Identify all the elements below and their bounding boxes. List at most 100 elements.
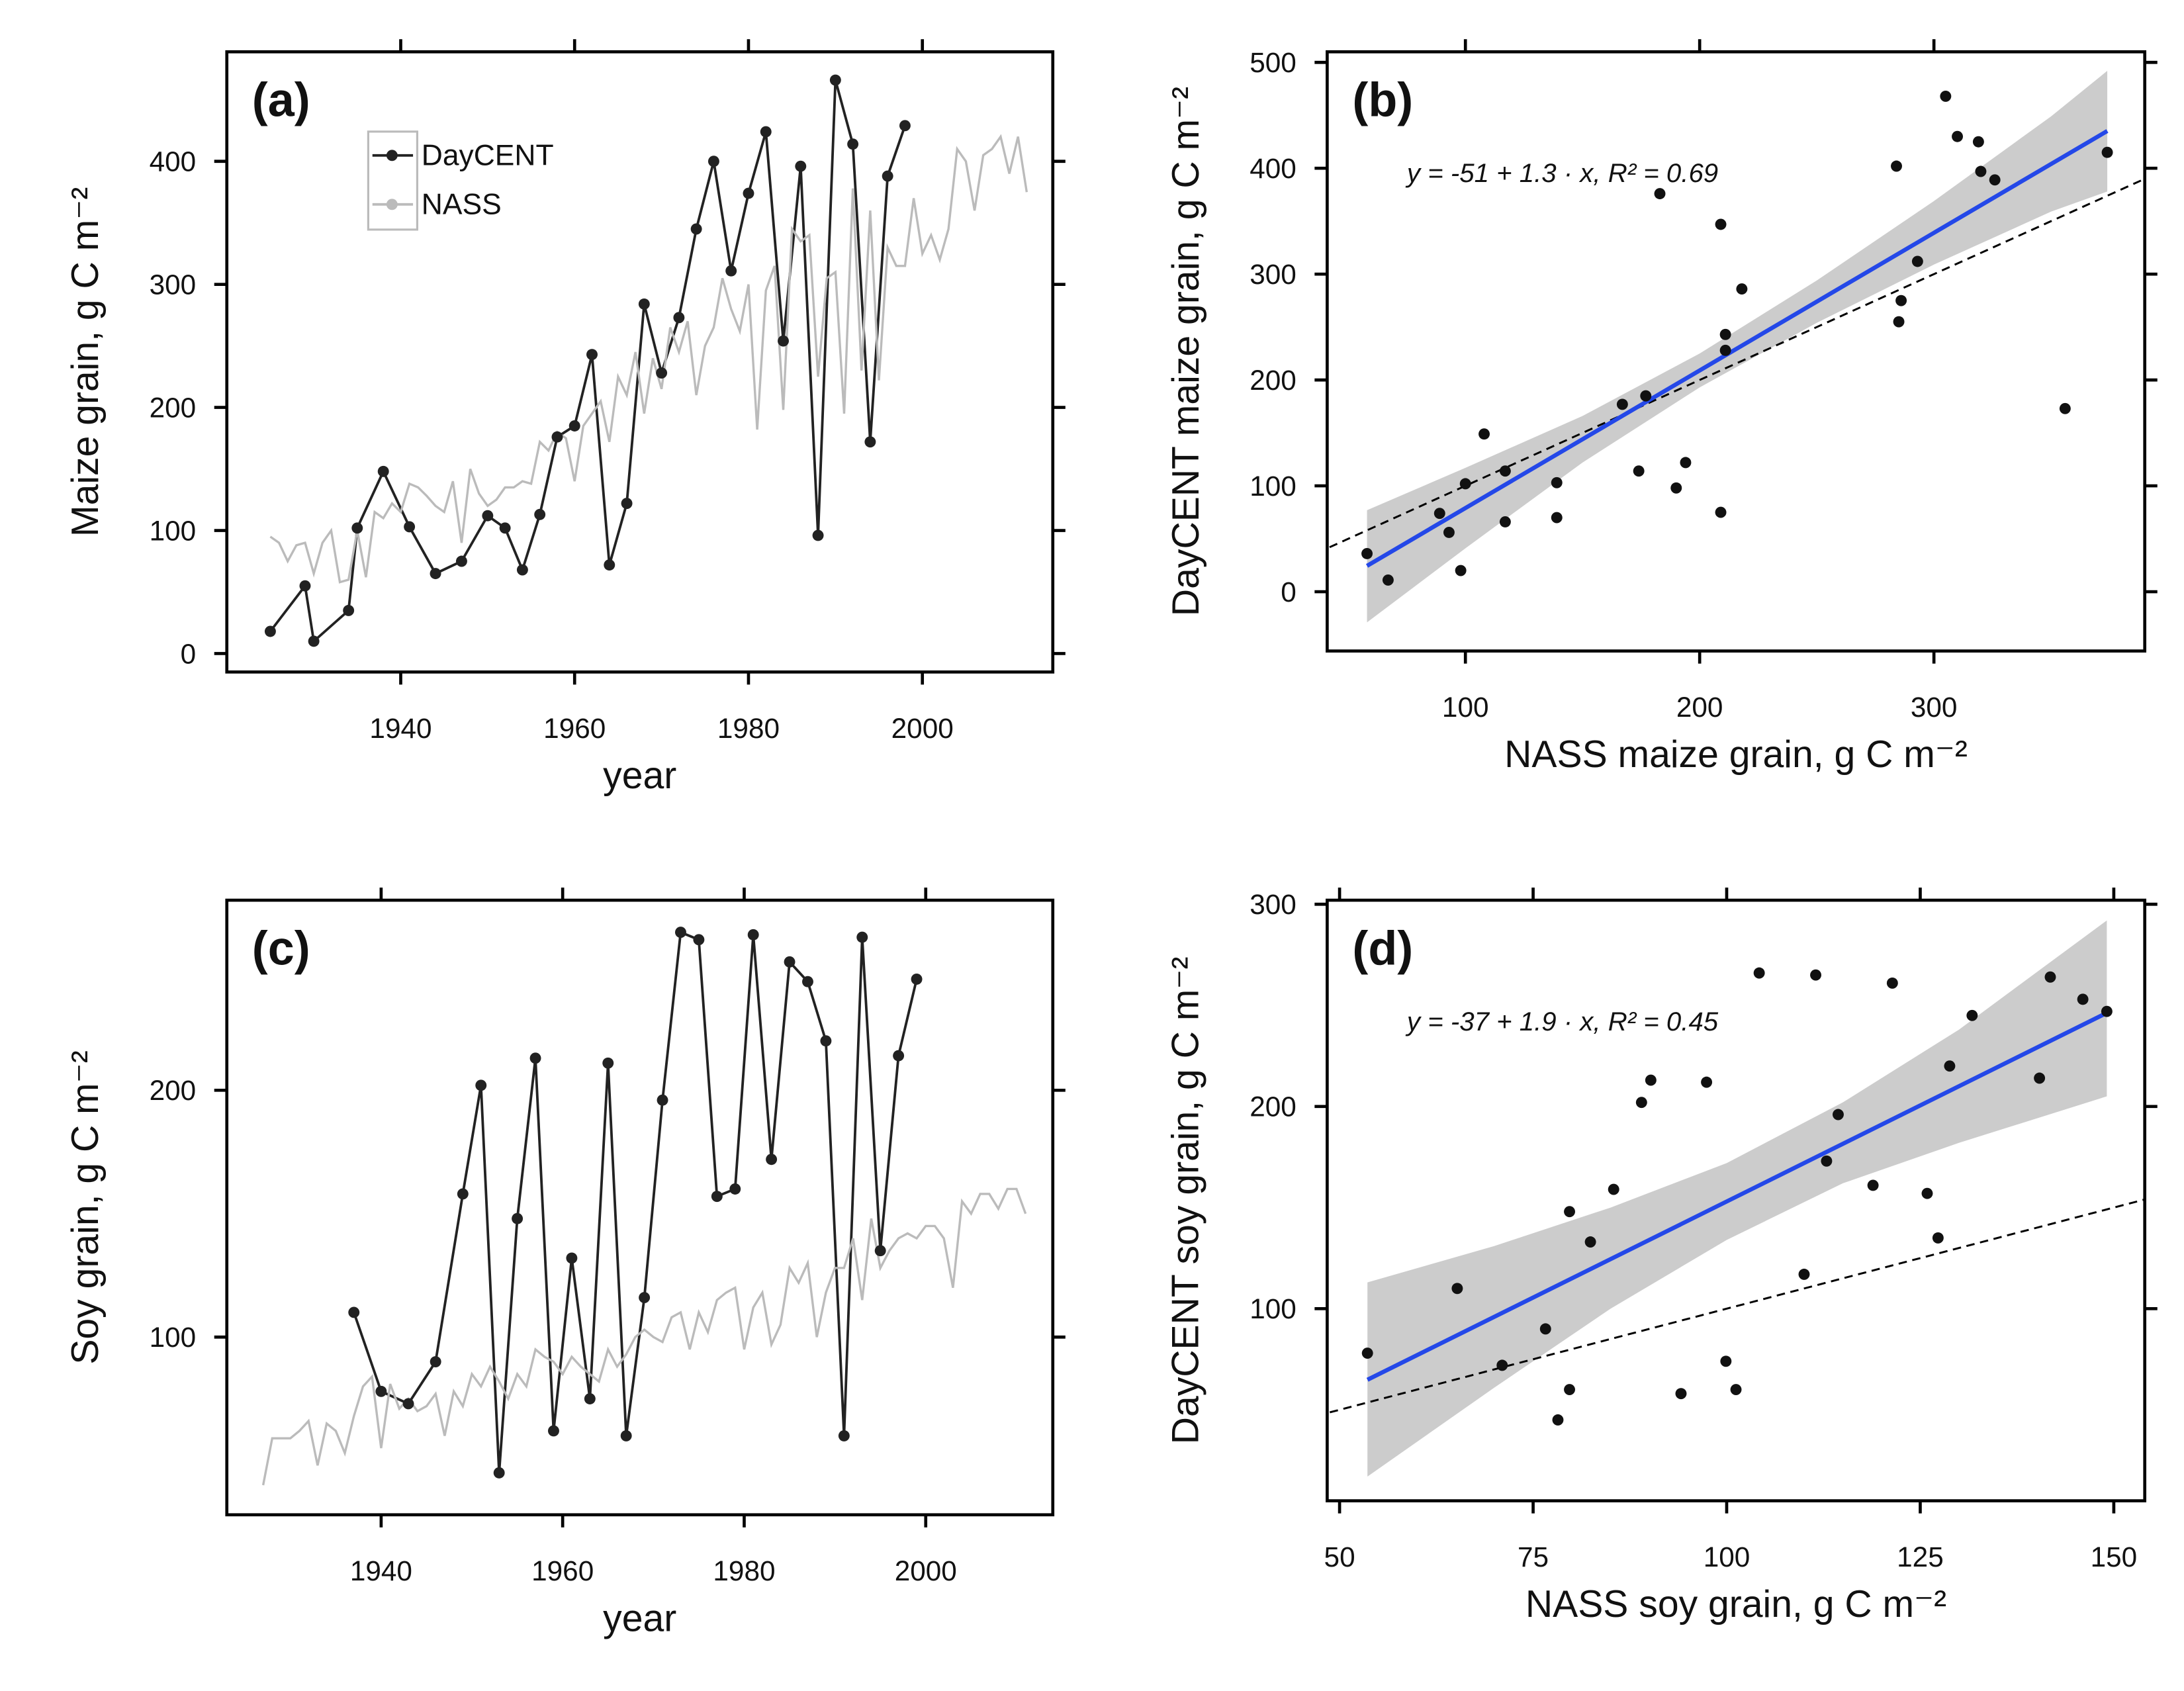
point bbox=[784, 956, 796, 968]
point bbox=[1635, 1097, 1647, 1109]
point bbox=[1975, 165, 1987, 177]
point bbox=[548, 1425, 559, 1437]
point bbox=[675, 927, 686, 938]
plot-frame bbox=[225, 50, 1055, 674]
point bbox=[1640, 390, 1652, 402]
point bbox=[1940, 90, 1952, 102]
x-tick-label: 50 bbox=[1324, 1541, 1355, 1573]
point bbox=[1616, 398, 1628, 410]
x-axis-title: year bbox=[603, 1597, 676, 1639]
identity-line bbox=[1327, 1198, 2145, 1414]
point bbox=[1675, 1388, 1687, 1400]
y-tick-label: 0 bbox=[1281, 576, 1297, 608]
y-tick-label: 500 bbox=[1250, 47, 1297, 78]
point bbox=[874, 1245, 886, 1257]
point bbox=[802, 976, 813, 987]
point bbox=[1944, 1060, 1956, 1072]
point bbox=[455, 555, 467, 567]
x-axis-title: NASS soy grain, g C m⁻² bbox=[1525, 1583, 1946, 1625]
point bbox=[766, 1154, 778, 1165]
point bbox=[812, 529, 824, 541]
point bbox=[1952, 130, 1963, 142]
point bbox=[795, 160, 807, 172]
point bbox=[566, 1252, 578, 1264]
series-line bbox=[269, 134, 1028, 584]
point bbox=[1361, 547, 1373, 559]
point bbox=[820, 1035, 832, 1047]
point bbox=[621, 498, 633, 510]
point bbox=[1832, 1109, 1844, 1120]
point bbox=[2034, 1072, 2046, 1084]
point bbox=[264, 625, 276, 637]
x-tick-label: 1940 bbox=[369, 713, 432, 744]
x-tick-label: 2000 bbox=[891, 713, 954, 744]
point bbox=[1891, 160, 1902, 172]
legend-dot bbox=[386, 150, 398, 161]
point bbox=[2101, 1005, 2113, 1017]
point bbox=[475, 1079, 487, 1091]
point bbox=[657, 1094, 668, 1106]
point bbox=[1720, 1355, 1732, 1367]
point bbox=[1893, 316, 1905, 328]
point bbox=[584, 1393, 596, 1404]
point bbox=[604, 559, 615, 571]
point bbox=[1895, 295, 1907, 306]
point bbox=[620, 1430, 632, 1441]
legend-dot bbox=[386, 199, 398, 210]
point bbox=[499, 522, 511, 534]
y-tick-label: 100 bbox=[1250, 471, 1297, 502]
point bbox=[1564, 1206, 1575, 1218]
point bbox=[1564, 1384, 1575, 1396]
point bbox=[711, 1191, 723, 1203]
point bbox=[299, 580, 311, 592]
point bbox=[1455, 565, 1467, 576]
equation: y = -51 + 1.3 · x, R² = 0.69 bbox=[1405, 158, 1718, 188]
y-tick-label: 100 bbox=[150, 1322, 197, 1353]
point bbox=[1479, 428, 1490, 440]
y-axis-title: Maize grain, g C m⁻² bbox=[64, 187, 107, 537]
y-tick-label: 200 bbox=[1250, 365, 1297, 396]
y-tick-label: 300 bbox=[1250, 259, 1297, 290]
point bbox=[1730, 1384, 1742, 1396]
point bbox=[308, 635, 320, 647]
point bbox=[404, 521, 416, 533]
plot-area bbox=[1327, 920, 2145, 1477]
point bbox=[586, 349, 598, 361]
y-tick-label: 200 bbox=[150, 392, 197, 423]
point bbox=[1966, 1009, 1978, 1021]
series-line bbox=[352, 930, 918, 1473]
y-tick-label: 400 bbox=[1250, 153, 1297, 184]
fit-line bbox=[1365, 129, 2109, 568]
point bbox=[729, 1183, 741, 1195]
point bbox=[493, 1467, 505, 1479]
x-tick-label: 1960 bbox=[531, 1555, 594, 1586]
x-tick-label: 100 bbox=[1704, 1541, 1751, 1573]
point bbox=[707, 156, 719, 167]
y-tick-label: 200 bbox=[150, 1075, 197, 1106]
point bbox=[569, 420, 580, 432]
point bbox=[529, 1052, 541, 1064]
point bbox=[2059, 402, 2071, 414]
point bbox=[602, 1057, 614, 1069]
point bbox=[893, 1050, 905, 1062]
point bbox=[829, 74, 841, 86]
equation: y = -37 + 1.9 · x, R² = 0.45 bbox=[1405, 1007, 1719, 1036]
point bbox=[1989, 174, 2001, 186]
plot-area bbox=[1327, 71, 2145, 623]
legend-label: DayCENT bbox=[422, 140, 554, 172]
point bbox=[1633, 465, 1645, 477]
x-tick-label: 2000 bbox=[895, 1555, 957, 1586]
point bbox=[1552, 1414, 1564, 1426]
x-tick-label: 300 bbox=[1911, 692, 1958, 723]
point bbox=[847, 138, 859, 150]
point bbox=[351, 522, 363, 534]
point bbox=[747, 929, 759, 940]
point bbox=[725, 265, 737, 277]
point bbox=[512, 1212, 523, 1224]
point bbox=[1715, 506, 1727, 518]
series-line bbox=[261, 1187, 1027, 1486]
point bbox=[690, 223, 702, 235]
x-tick-label: 100 bbox=[1442, 692, 1489, 723]
point bbox=[1584, 1236, 1596, 1248]
